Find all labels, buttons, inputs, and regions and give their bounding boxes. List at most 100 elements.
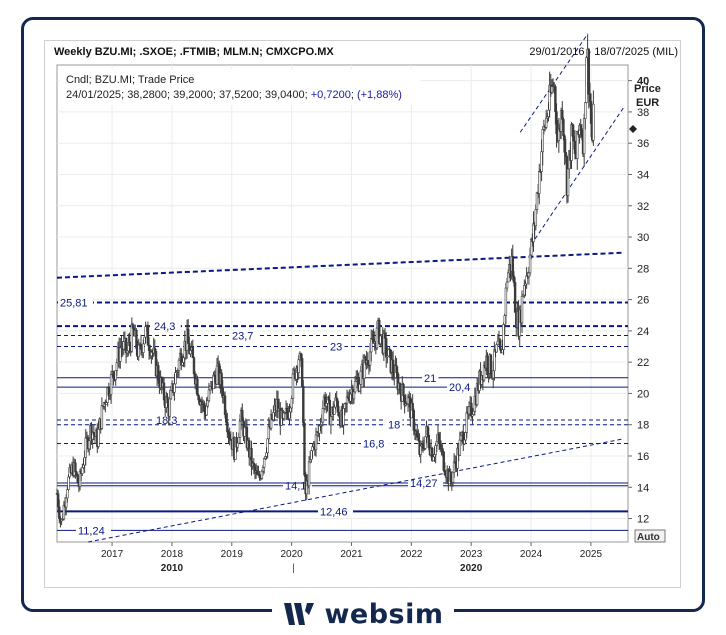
candle-body xyxy=(300,358,304,387)
series-label: Cndl; BZU.MI; Trade Price xyxy=(66,74,194,86)
candle-body xyxy=(336,400,340,413)
last-bar-high: 39,2000 xyxy=(173,89,213,101)
y-tick-label: 32 xyxy=(637,201,649,213)
candle-body xyxy=(109,374,113,395)
candle-body xyxy=(505,281,509,289)
candle-body xyxy=(417,436,420,441)
candle-body xyxy=(297,359,300,373)
auto-button-label[interactable]: Auto xyxy=(637,532,660,543)
level-label: 23,7 xyxy=(232,331,253,343)
level-label: 14,27 xyxy=(410,478,438,490)
level-label-bg xyxy=(328,340,345,353)
x-tick-label: 2023 xyxy=(460,549,483,560)
candle-body xyxy=(562,119,565,137)
candle-body xyxy=(379,335,382,344)
candle-body xyxy=(130,324,134,352)
candle-body xyxy=(333,406,336,415)
level-label: 12,46 xyxy=(320,506,348,518)
candle-body xyxy=(65,497,68,508)
candle-body xyxy=(166,396,169,404)
candle-body xyxy=(337,412,341,417)
y-axis-title: Price xyxy=(634,83,661,95)
candle-body xyxy=(146,325,150,346)
candle-body xyxy=(580,130,584,138)
candle-body xyxy=(84,437,87,458)
candle-body xyxy=(81,467,84,474)
candle-body xyxy=(432,456,435,462)
x-major-label: 2020 xyxy=(460,563,483,574)
candle-body xyxy=(205,405,208,416)
auto-button-frame[interactable] xyxy=(634,529,666,543)
candle-body xyxy=(329,416,333,426)
candle-body xyxy=(318,425,321,434)
candle-body xyxy=(177,359,181,371)
level-label-bg xyxy=(386,418,403,431)
candle-body xyxy=(126,350,129,354)
candle-body xyxy=(74,462,77,473)
y-tick-label: 38 xyxy=(637,107,649,119)
candle-body xyxy=(88,440,91,450)
candle-body xyxy=(501,349,504,354)
candle-body xyxy=(153,347,157,352)
candle-body xyxy=(579,124,582,131)
candle-body xyxy=(343,403,346,409)
info-box: Cndl; BZU.MI; Trade Price 24/01/2025; 38… xyxy=(60,69,420,105)
level-label-bg xyxy=(76,524,111,537)
trendline[interactable] xyxy=(56,251,624,279)
candle-body xyxy=(314,434,318,451)
candle-body xyxy=(266,438,269,454)
candle-body xyxy=(208,386,212,391)
candle-body xyxy=(289,407,292,413)
candle-body xyxy=(197,394,200,401)
candle-body xyxy=(67,476,70,490)
candle-body xyxy=(311,446,314,451)
candle-body xyxy=(434,445,437,455)
candle-body xyxy=(375,327,379,349)
candle-body xyxy=(555,111,558,135)
candle-body xyxy=(458,439,462,456)
candle-body xyxy=(554,86,557,112)
candle-body xyxy=(122,341,125,350)
x-tick-label: 2022 xyxy=(400,549,423,560)
candle-body xyxy=(83,457,86,466)
candle-body xyxy=(486,355,489,371)
candle-body xyxy=(82,464,85,468)
last-bar-low: 37,5200 xyxy=(219,89,259,101)
candle-body xyxy=(421,444,425,449)
candle-body xyxy=(443,470,447,476)
candle-body xyxy=(366,360,369,366)
candle-body xyxy=(288,411,291,419)
level-label-bg xyxy=(361,437,390,450)
candle-body xyxy=(370,338,373,353)
candle-body xyxy=(467,406,471,415)
candle-body xyxy=(237,437,241,444)
y-tick-label: 20 xyxy=(637,388,649,400)
candle-body xyxy=(128,341,131,346)
candle-body xyxy=(525,275,528,285)
candle-body xyxy=(495,344,498,353)
candle-body xyxy=(143,336,146,345)
candle-body xyxy=(441,448,444,453)
candle-body xyxy=(523,285,526,296)
candle-body xyxy=(424,436,427,449)
candle-body xyxy=(189,350,192,355)
candle-body xyxy=(142,343,145,353)
auto-button[interactable]: Auto xyxy=(634,529,666,543)
candle-body xyxy=(449,471,452,482)
candle-body xyxy=(439,440,442,450)
candle-body xyxy=(573,140,577,155)
trendlines xyxy=(56,33,625,543)
candle-body xyxy=(383,333,387,339)
trendline[interactable] xyxy=(88,438,624,543)
candle-body xyxy=(135,329,138,349)
date-range: 29/01/2016 - 18/07/2025 (MIL) xyxy=(529,46,678,58)
candle-body xyxy=(182,357,185,363)
x-major-label: 2010 xyxy=(161,563,184,574)
candle-body xyxy=(238,420,242,438)
candle-body xyxy=(144,326,147,338)
candle-body xyxy=(416,431,419,438)
candle-body xyxy=(168,398,172,417)
candle-body xyxy=(291,373,295,399)
candle-body xyxy=(309,459,312,463)
